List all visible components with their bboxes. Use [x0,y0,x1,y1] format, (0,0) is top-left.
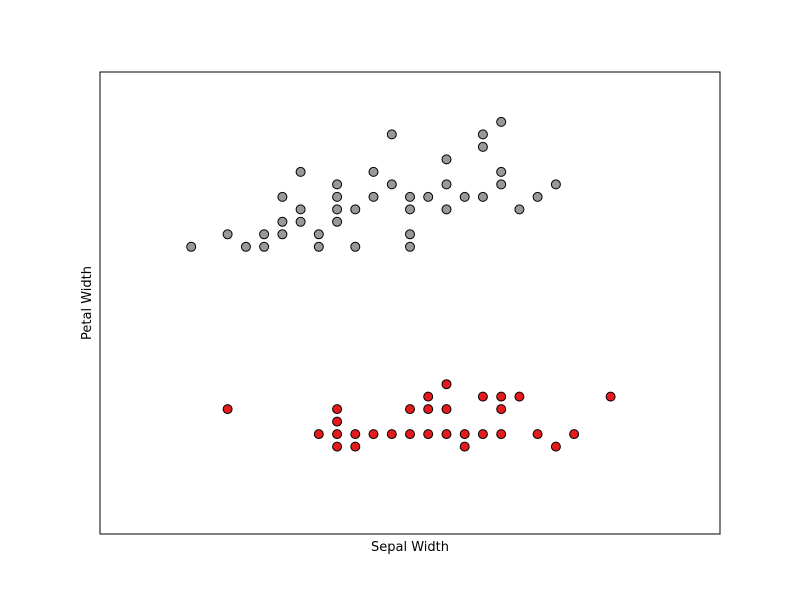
scatter-point-series-1-8 [368,429,379,440]
scatter-point-series-0-10 [295,166,306,177]
scatter-point-series-0-3 [259,241,270,252]
scatter-point-series-0-32 [477,191,488,202]
scatter-point-series-1-25 [514,391,525,402]
points-layer [186,116,616,452]
scatter-point-series-0-15 [332,191,343,202]
scatter-point-series-0-28 [441,204,452,215]
scatter-point-series-0-13 [332,216,343,227]
scatter-point-series-0-4 [259,229,270,240]
scatter-point-series-0-25 [405,204,415,215]
scatter-point-series-0-5 [277,229,288,240]
plot-frame [99,71,721,535]
scatter-point-series-1-16 [441,404,452,415]
scatter-point-series-0-40 [550,179,561,190]
scatter-point-series-0-21 [386,179,397,190]
scatter-point-series-1-10 [405,404,415,415]
scatter-point-series-1-29 [605,391,616,402]
scatter-point-series-0-24 [405,229,415,240]
scatter-point-series-0-27 [423,191,434,202]
scatter-point-series-0-30 [441,154,452,165]
scatter-point-series-0-34 [477,129,488,140]
scatter-point-series-1-28 [569,429,580,440]
scatter-point-series-1-9 [386,429,397,440]
scatter-point-series-0-38 [514,204,525,215]
scatter-point-series-1-20 [477,391,488,402]
scatter-point-series-1-15 [441,379,452,390]
scatter-point-series-1-19 [459,441,470,452]
scatter-point-series-0-22 [386,129,397,140]
scatter-point-series-0-18 [350,204,361,215]
scatter-point-series-1-5 [332,429,343,440]
scatter-point-series-0-37 [496,116,507,127]
scatter-point-series-1-14 [423,429,434,440]
scatter-point-series-1-24 [496,429,507,440]
scatter-point-series-0-31 [459,191,470,202]
scatter-point-series-1-7 [350,441,361,452]
scatter-point-series-0-2 [240,241,251,252]
scatter-point-series-0-29 [441,179,452,190]
scatter-point-series-1-6 [350,429,361,440]
scatter-point-series-1-21 [477,429,488,440]
scatter-point-series-0-8 [295,216,306,227]
scatter-point-series-0-26 [405,191,415,202]
scatter-point-series-0-19 [368,191,379,202]
scatter-point-series-0-1 [222,229,233,240]
scatter-point-series-0-9 [295,204,306,215]
scatter-point-series-1-3 [332,404,343,415]
scatter-point-series-1-26 [532,429,543,440]
scatter-point-series-1-12 [423,391,434,402]
scatter-point-series-0-11 [313,241,324,252]
scatter-point-series-0-17 [350,241,361,252]
scatter-point-series-0-20 [368,166,379,177]
scatter-point-series-0-35 [496,179,507,190]
scatter-point-series-0-7 [277,191,288,202]
scatter-point-series-0-33 [477,141,488,152]
y-axis-label: Petal Width [80,266,95,340]
scatter-point-series-1-4 [332,441,343,452]
scatter-point-series-0-39 [532,191,543,202]
scatter-point-series-0-23 [405,241,415,252]
scatter-point-series-1-11 [405,429,415,440]
scatter-point-series-1-13 [423,404,434,415]
scatter-point-series-0-0 [186,241,197,252]
scatter-point-series-0-16 [332,179,343,190]
scatter-point-series-0-14 [332,204,343,215]
scatter-point-series-1-17 [441,429,452,440]
scatter-point-series-1-27 [550,441,561,452]
scatter-point-series-0-12 [313,229,324,240]
plot-area [100,72,720,534]
scatter-point-series-1-23 [496,404,507,415]
scatter-point-series-1-1 [313,429,324,440]
scatter-point-series-1-2 [332,416,343,427]
scatter-point-series-0-6 [277,216,288,227]
scatter-point-series-1-0 [222,404,233,415]
scatter-point-series-1-18 [459,429,470,440]
scatter-point-series-1-22 [496,391,507,402]
scatter-point-series-0-36 [496,166,507,177]
x-axis-label: Sepal Width [371,540,449,555]
